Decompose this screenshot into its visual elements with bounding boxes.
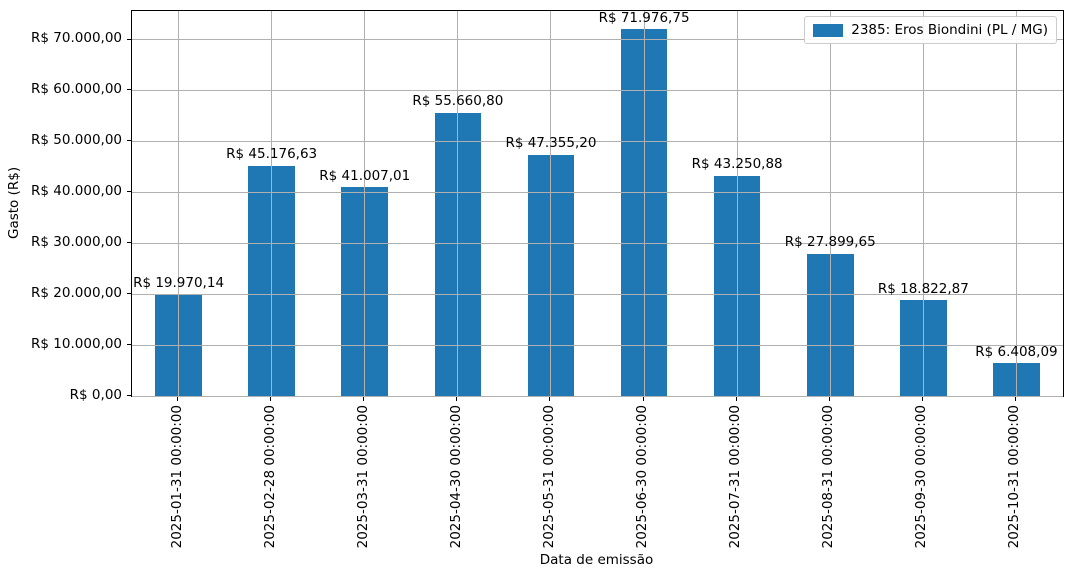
y-tick-label: R$ 60.000,00: [31, 80, 122, 97]
x-tick-mark: [270, 397, 272, 401]
x-tick-label: 2025-07-31 00:00:00: [727, 405, 744, 549]
y-tick-mark: [127, 242, 131, 244]
gridline-h: [132, 191, 1063, 193]
bar-value-label: R$ 43.250,88: [691, 156, 783, 173]
gridline-h: [132, 39, 1063, 41]
gridline-v: [271, 11, 273, 396]
y-tick-mark: [127, 140, 131, 142]
gridline-v: [736, 11, 738, 396]
x-tick-label: 2025-05-31 00:00:00: [540, 405, 557, 549]
x-tick-label: 2025-06-30 00:00:00: [634, 405, 651, 549]
y-tick-mark: [127, 344, 131, 346]
gridline-h: [132, 395, 1063, 397]
x-tick-label: 2025-03-31 00:00:00: [354, 405, 371, 549]
x-tick-mark: [828, 397, 830, 401]
x-tick-mark: [921, 397, 923, 401]
x-tick-label: 2025-10-31 00:00:00: [1006, 405, 1023, 549]
y-tick-mark: [127, 395, 131, 396]
x-tick-label: 2025-09-30 00:00:00: [913, 405, 930, 549]
gridline-v: [364, 11, 366, 396]
y-tick-label: R$ 10.000,00: [31, 335, 122, 352]
x-tick-label: 2025-08-31 00:00:00: [820, 405, 837, 549]
y-tick-mark: [127, 38, 131, 40]
bar-value-label: R$ 45.176,63: [226, 146, 318, 163]
gridline-v: [457, 11, 459, 396]
gridline-h: [132, 344, 1063, 346]
y-tick-label: R$ 30.000,00: [31, 233, 122, 250]
gridline-v: [1015, 11, 1017, 396]
y-tick-label: R$ 20.000,00: [31, 284, 122, 301]
x-tick-mark: [1014, 397, 1016, 401]
bar-value-label: R$ 71.976,75: [598, 9, 690, 26]
y-tick-mark: [127, 89, 131, 91]
bar-value-label: R$ 6.408,09: [975, 343, 1058, 360]
gridline-v: [643, 11, 645, 396]
x-tick-mark: [735, 397, 737, 401]
y-tick-mark: [127, 293, 131, 295]
y-tick-label: R$ 40.000,00: [31, 182, 122, 199]
gridline-h: [132, 242, 1063, 244]
bar-value-label: R$ 27.899,65: [784, 234, 876, 251]
gridline-v: [178, 11, 180, 396]
y-tick-label: R$ 70.000,00: [31, 30, 122, 47]
legend-label: 2385: Eros Biondini (PL / MG): [851, 22, 1048, 38]
bar-value-label: R$ 47.355,20: [505, 135, 597, 152]
y-tick-mark: [127, 191, 131, 193]
x-tick-label: 2025-01-31 00:00:00: [168, 405, 185, 549]
legend-swatch: [813, 23, 844, 37]
bar-value-label: R$ 18.822,87: [877, 280, 969, 297]
x-tick-mark: [456, 397, 458, 401]
gridline-v: [922, 11, 924, 396]
x-axis-title: Data de emissão: [539, 552, 654, 568]
bar-value-label: R$ 41.007,01: [319, 167, 411, 184]
x-tick-mark: [177, 397, 179, 401]
gridline-h: [132, 140, 1063, 142]
legend: 2385: Eros Biondini (PL / MG): [804, 16, 1057, 44]
bar-value-label: R$ 19.970,14: [133, 274, 225, 291]
x-tick-mark: [642, 397, 644, 401]
gridline-h: [132, 89, 1063, 91]
plot-area: R$ 19.970,14 R$ 45.176,63 R$ 41.007,01 R$ 5…: [131, 10, 1064, 397]
x-tick-mark: [363, 397, 365, 401]
gridline-v: [550, 11, 552, 396]
gridline-v: [829, 11, 831, 396]
x-tick-label: 2025-04-30 00:00:00: [447, 405, 464, 549]
gridline-h: [132, 293, 1063, 295]
y-tick-label: R$ 50.000,00: [31, 131, 122, 148]
y-tick-label: R$ 0,00: [69, 386, 122, 403]
x-tick-label: 2025-02-28 00:00:00: [261, 405, 278, 549]
x-tick-mark: [549, 397, 551, 401]
bar-value-label: R$ 55.660,80: [412, 93, 504, 110]
